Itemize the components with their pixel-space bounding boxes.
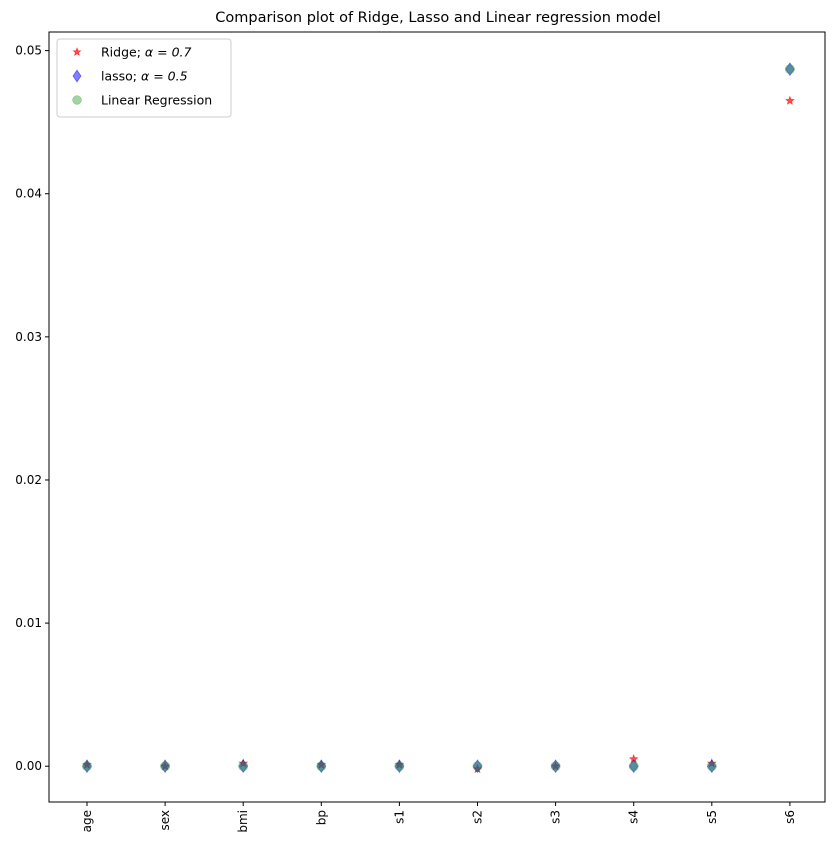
data-point: [550, 759, 561, 774]
legend-marker: [72, 95, 82, 105]
data-point: [785, 64, 795, 75]
data-point: [82, 761, 92, 772]
data-point: [628, 761, 639, 772]
data-point: [629, 759, 639, 774]
chart-title: Comparison plot of Ridge, Lasso and Line…: [215, 10, 660, 26]
series-1: [82, 62, 795, 774]
legend-frame: [56, 38, 232, 118]
data-point: [394, 759, 405, 774]
data-point: [160, 759, 170, 774]
x-tick-label: bp: [314, 810, 328, 825]
y-tick-label: 0.00: [15, 759, 42, 773]
x-tick-label: sex: [158, 810, 172, 831]
series-2: [82, 64, 795, 772]
data-points: [82, 62, 795, 774]
y-tick-label: 0.04: [15, 187, 42, 201]
data-point: [472, 761, 483, 772]
data-point: [238, 759, 248, 774]
x-tick-label: bmi: [236, 810, 250, 833]
axis-ticks: 0.00 0.01 0.02 0.03 0.04 0.05 age sex bmi bp s1 s2 s…: [15, 44, 797, 833]
x-tick-label: s6: [783, 810, 797, 824]
x-tick-label: s1: [392, 810, 406, 824]
legend-marker: [72, 69, 82, 83]
plot-area: [48, 31, 826, 803]
data-point: [785, 95, 795, 105]
legend: Ridge; α = 0.7 lasso; α = 0.5 Linear Regre…: [56, 38, 232, 118]
legend-label: Ridge; α = 0.7: [101, 45, 191, 60]
y-tick-label: 0.01: [15, 616, 42, 630]
data-point: [238, 761, 249, 772]
data-point: [316, 761, 327, 772]
data-point: [706, 761, 717, 772]
x-tick-label: age: [80, 810, 94, 832]
legend-marker: [72, 47, 82, 56]
legend-label: Linear Regression: [101, 93, 212, 108]
data-point: [394, 761, 405, 772]
data-point: [82, 759, 92, 774]
x-tick-label: s3: [549, 810, 563, 824]
data-point: [550, 761, 561, 772]
data-point: [160, 761, 170, 772]
y-tick-label: 0.02: [15, 473, 42, 487]
data-point: [707, 759, 717, 774]
legend-label: lasso; α = 0.5: [101, 69, 188, 84]
x-tick-label: s2: [471, 810, 485, 824]
x-tick-label: s4: [627, 810, 641, 824]
y-tick-label: 0.03: [15, 330, 42, 344]
data-point: [472, 759, 483, 774]
y-tick-label: 0.05: [15, 44, 42, 58]
data-point: [316, 759, 326, 774]
data-point: [785, 62, 795, 77]
x-tick-label: s5: [705, 810, 719, 824]
